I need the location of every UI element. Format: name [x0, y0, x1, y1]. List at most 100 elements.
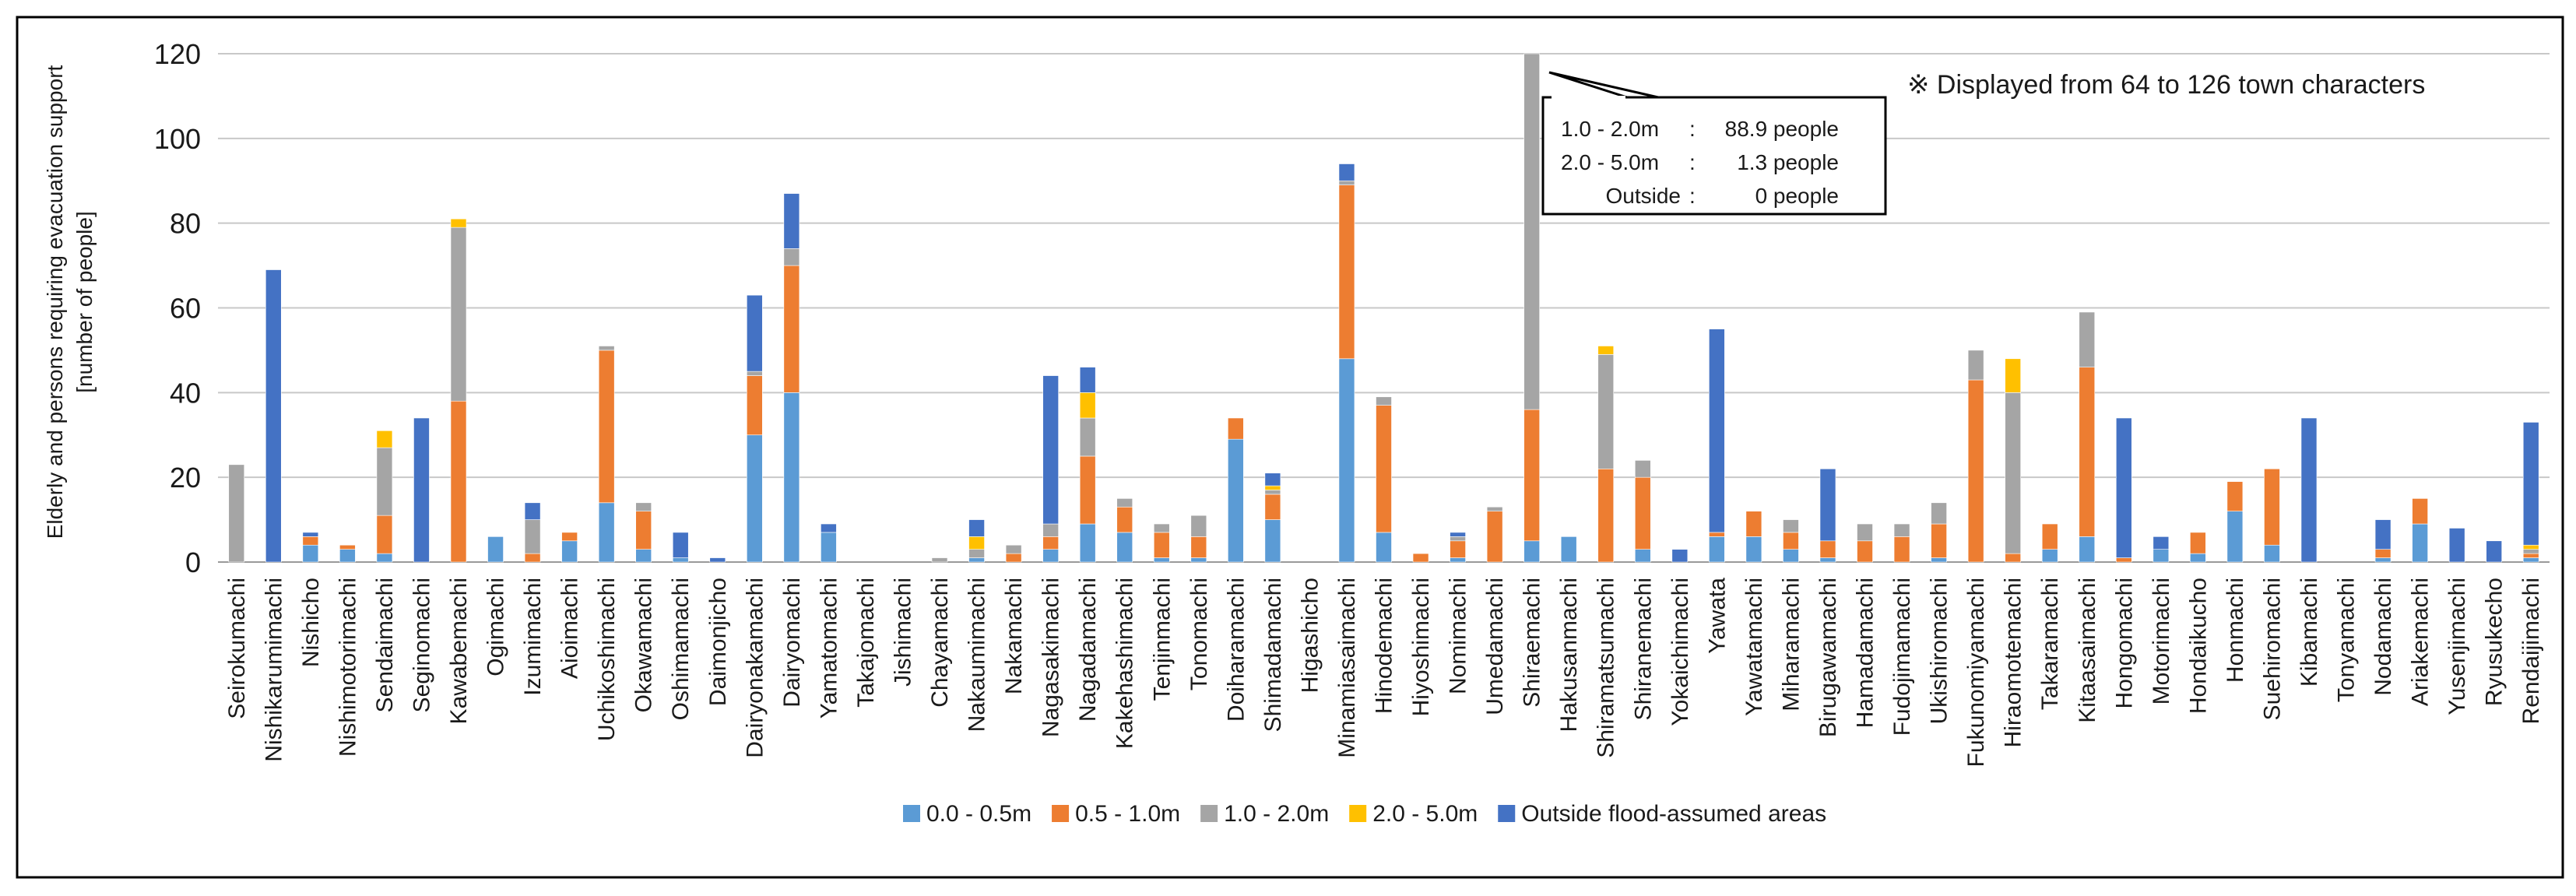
category-label-28: Shimadamachi — [1260, 578, 1286, 732]
category-label-26: Tonomachi — [1186, 578, 1212, 690]
bar-segment-8-1 — [524, 553, 541, 563]
category-label-50: Kitaasaimachi — [2075, 578, 2100, 723]
bar-segment-28-3 — [1264, 485, 1281, 490]
callout-row-1-sep: : — [1689, 117, 1696, 141]
category-label-19: Chayamachi — [927, 578, 953, 708]
category-label-3: Nishimotorimachi — [335, 578, 360, 757]
bar-segment-23-1 — [1079, 455, 1096, 525]
category-label-33: Nomimachi — [1446, 578, 1471, 694]
bar-segment-62-3 — [2522, 544, 2539, 550]
callout-row-1-value: 88.9 people — [1725, 117, 1839, 141]
bar-segment-42-2 — [1783, 519, 1799, 533]
bar-segment-11-1 — [635, 511, 652, 550]
y-tick-label-40: 40 — [170, 377, 201, 409]
category-label-61: Ryusukecho — [2482, 578, 2507, 706]
bar-segment-20-2 — [968, 549, 985, 558]
bar-segment-32-1 — [1412, 553, 1429, 563]
bar-segment-6-1 — [450, 400, 467, 563]
bar-segment-4-3 — [376, 430, 393, 448]
bar-segment-41-0 — [1745, 536, 1762, 563]
legend-label-0: 0.0 - 0.5m — [926, 801, 1031, 827]
bar-segment-37-3 — [1597, 346, 1615, 355]
bar-segment-31-2 — [1376, 396, 1392, 406]
bar-segment-10-1 — [598, 350, 615, 504]
y-tick-label-60: 60 — [170, 293, 201, 325]
category-label-24: Kakehashimachi — [1112, 578, 1138, 749]
bar-segment-55-1 — [2264, 468, 2280, 546]
bar-segment-43-1 — [1819, 540, 1836, 558]
legend-swatch-3 — [1349, 805, 1367, 822]
bar-segment-0-2 — [228, 464, 245, 563]
legend-label-3: 2.0 - 5.0m — [1372, 801, 1478, 827]
bar-segment-28-0 — [1264, 519, 1281, 563]
bar-segment-33-2 — [1450, 536, 1466, 542]
bar-segment-51-4 — [2115, 417, 2132, 558]
bar-segment-5-4 — [413, 417, 430, 563]
chart-note: ※ Displayed from 64 to 126 town characte… — [1907, 70, 2425, 100]
bar-segment-35-2 — [1523, 53, 1540, 410]
bar-segment-19-2 — [931, 557, 948, 563]
bar-segment-42-0 — [1783, 549, 1799, 563]
bar-segment-46-0 — [1931, 557, 1947, 563]
bar-segment-49-1 — [2041, 523, 2058, 550]
bar-segment-37-1 — [1597, 468, 1615, 563]
bar-segment-47-1 — [1967, 379, 1984, 563]
category-label-42: Miharamachi — [1778, 578, 1804, 712]
bar-segment-3-1 — [339, 544, 356, 550]
bar-segment-30-1 — [1338, 184, 1355, 360]
bar-segment-43-0 — [1819, 557, 1836, 563]
bar-segment-53-1 — [2190, 532, 2206, 554]
bar-segment-33-1 — [1450, 540, 1466, 558]
bar-segment-58-0 — [2374, 557, 2391, 563]
legend-swatch-0 — [903, 805, 920, 822]
bar-segment-15-2 — [783, 248, 800, 266]
category-label-20: Nakaumimachi — [965, 578, 990, 732]
bar-segment-48-1 — [2005, 553, 2021, 563]
bar-segment-27-0 — [1228, 438, 1244, 563]
category-label-48: Hiraomotemachi — [2001, 578, 2026, 747]
bar-segment-31-0 — [1376, 532, 1392, 563]
category-label-32: Hiyoshimachi — [1408, 578, 1434, 716]
category-label-59: Ariakemachi — [2408, 578, 2434, 706]
y-tick-label-100: 100 — [154, 123, 201, 155]
bar-segment-6-3 — [450, 218, 467, 228]
category-label-41: Yawatamachi — [1741, 578, 1767, 716]
category-label-37: Shiramatsumachi — [1594, 578, 1619, 758]
bar-segment-52-4 — [2153, 536, 2170, 550]
bar-segment-53-0 — [2190, 553, 2206, 563]
figure-border — [16, 16, 2564, 879]
bar-segment-24-0 — [1116, 532, 1133, 563]
bar-segment-23-3 — [1079, 392, 1096, 419]
bars — [228, 53, 2539, 563]
legend: 0.0 - 0.5m 0.5 - 1.0m 1.0 - 2.0m 2.0 - 5.0m… — [903, 801, 1826, 827]
bar-segment-28-2 — [1264, 490, 1281, 495]
bar-segment-23-4 — [1079, 367, 1096, 393]
callout-row-1-range: 1.0 - 2.0m — [1561, 117, 1659, 141]
bar-segment-2-4 — [302, 532, 319, 537]
category-labels: Seirokumachi Nishikarumimachi Nishicho Nish… — [224, 578, 2544, 768]
bar-segment-16-0 — [821, 532, 837, 563]
category-label-1: Nishikarumimachi — [261, 578, 286, 762]
bar-segment-20-0 — [968, 557, 985, 563]
bar-segment-4-0 — [376, 553, 393, 563]
bar-segment-39-4 — [1671, 549, 1689, 563]
bar-segment-14-1 — [747, 375, 763, 436]
bar-segment-62-2 — [2522, 549, 2539, 554]
bar-segment-46-1 — [1931, 523, 1947, 558]
bar-segment-8-2 — [524, 519, 541, 554]
category-label-39: Yokaichimachi — [1668, 578, 1693, 726]
legend-swatch-4 — [1498, 805, 1516, 822]
bar-segment-35-1 — [1523, 409, 1540, 542]
category-label-44: Hamadamachi — [1853, 578, 1878, 728]
legend-label-4: Outside flood-assumed areas — [1521, 801, 1826, 827]
bar-segment-50-1 — [2079, 367, 2096, 537]
bar-segment-36-0 — [1560, 536, 1577, 563]
bar-segment-60-4 — [2448, 528, 2465, 563]
bar-segment-22-4 — [1042, 375, 1059, 525]
bar-segment-46-2 — [1931, 502, 1947, 525]
bar-segment-30-4 — [1338, 163, 1355, 181]
category-label-18: Jishimachi — [890, 578, 915, 687]
category-label-56: Kibamachi — [2297, 578, 2322, 687]
bar-segment-61-4 — [2486, 540, 2502, 563]
